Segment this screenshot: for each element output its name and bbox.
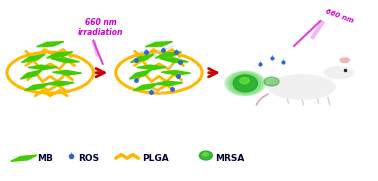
Polygon shape bbox=[25, 83, 50, 90]
Ellipse shape bbox=[203, 153, 208, 156]
Polygon shape bbox=[133, 83, 158, 90]
Polygon shape bbox=[137, 65, 166, 70]
Ellipse shape bbox=[264, 77, 279, 86]
Polygon shape bbox=[46, 52, 73, 58]
Polygon shape bbox=[145, 42, 173, 47]
Polygon shape bbox=[51, 58, 79, 63]
Ellipse shape bbox=[225, 71, 266, 96]
Polygon shape bbox=[20, 70, 42, 79]
Ellipse shape bbox=[340, 58, 349, 62]
Ellipse shape bbox=[231, 74, 260, 93]
Polygon shape bbox=[53, 70, 82, 75]
Polygon shape bbox=[22, 54, 45, 63]
Ellipse shape bbox=[240, 78, 249, 84]
Text: PLGA: PLGA bbox=[142, 154, 169, 163]
Text: 660 nm: 660 nm bbox=[324, 8, 354, 24]
Polygon shape bbox=[11, 155, 37, 161]
Polygon shape bbox=[161, 70, 191, 75]
Ellipse shape bbox=[233, 75, 257, 92]
Polygon shape bbox=[37, 42, 64, 47]
Polygon shape bbox=[155, 52, 181, 58]
Polygon shape bbox=[28, 65, 57, 70]
Polygon shape bbox=[154, 81, 183, 86]
Ellipse shape bbox=[226, 72, 265, 95]
Text: 660 nm
irradiation: 660 nm irradiation bbox=[78, 18, 124, 37]
Ellipse shape bbox=[199, 151, 212, 160]
Ellipse shape bbox=[228, 72, 263, 94]
Ellipse shape bbox=[268, 74, 335, 99]
Ellipse shape bbox=[229, 73, 262, 94]
Polygon shape bbox=[129, 70, 151, 79]
Text: MB: MB bbox=[37, 154, 53, 163]
Text: ROS: ROS bbox=[78, 154, 99, 163]
Ellipse shape bbox=[324, 66, 354, 79]
Polygon shape bbox=[160, 58, 188, 63]
Text: MRSA: MRSA bbox=[215, 154, 245, 163]
Polygon shape bbox=[130, 54, 154, 63]
Polygon shape bbox=[45, 81, 74, 86]
